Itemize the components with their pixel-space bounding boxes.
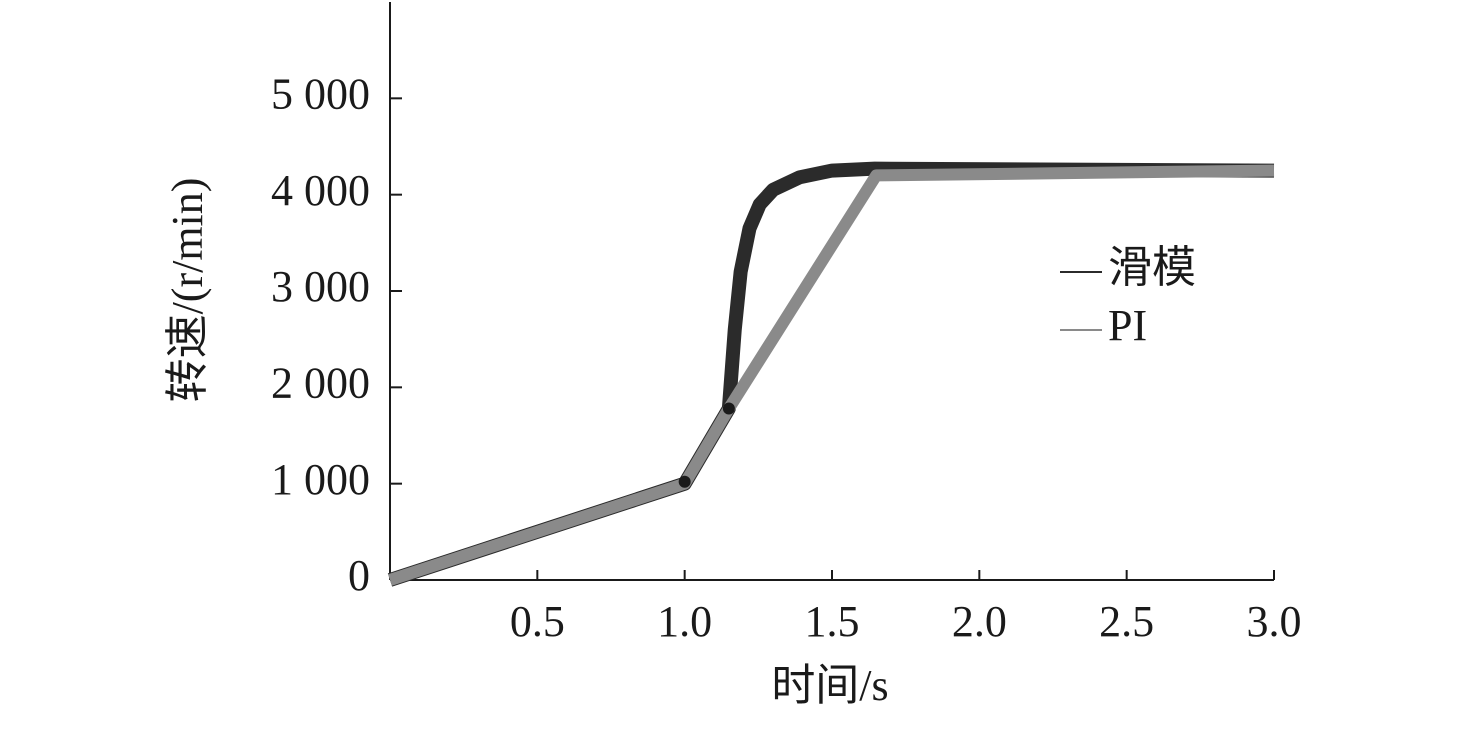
x-axis-label: 时间/s [771, 661, 888, 710]
y-tick-label: 1 000 [271, 455, 370, 504]
y-tick-label: 0 [348, 551, 370, 600]
y-tick-label: 3 000 [271, 262, 370, 311]
x-tick-label: 2.0 [952, 597, 1007, 646]
x-tick-label: 1.0 [657, 597, 712, 646]
legend-label: 滑模 [1108, 243, 1196, 292]
line [388, 164, 1275, 586]
x-tick-label: 0.5 [510, 597, 565, 646]
x-tick-label: 1.5 [805, 597, 860, 646]
y-tick-label: 2 000 [271, 358, 370, 407]
y-axis-label: 转速/(r/min) [163, 178, 212, 403]
x-tick-label: 3.0 [1247, 597, 1302, 646]
x-tick-label: 2.5 [1099, 597, 1154, 646]
legend-label: PI [1108, 301, 1147, 350]
y-tick-label: 4 000 [271, 166, 370, 215]
marker [678, 475, 691, 488]
marker [722, 402, 735, 415]
line [387, 161, 1275, 587]
y-tick-label: 5 000 [271, 69, 370, 118]
